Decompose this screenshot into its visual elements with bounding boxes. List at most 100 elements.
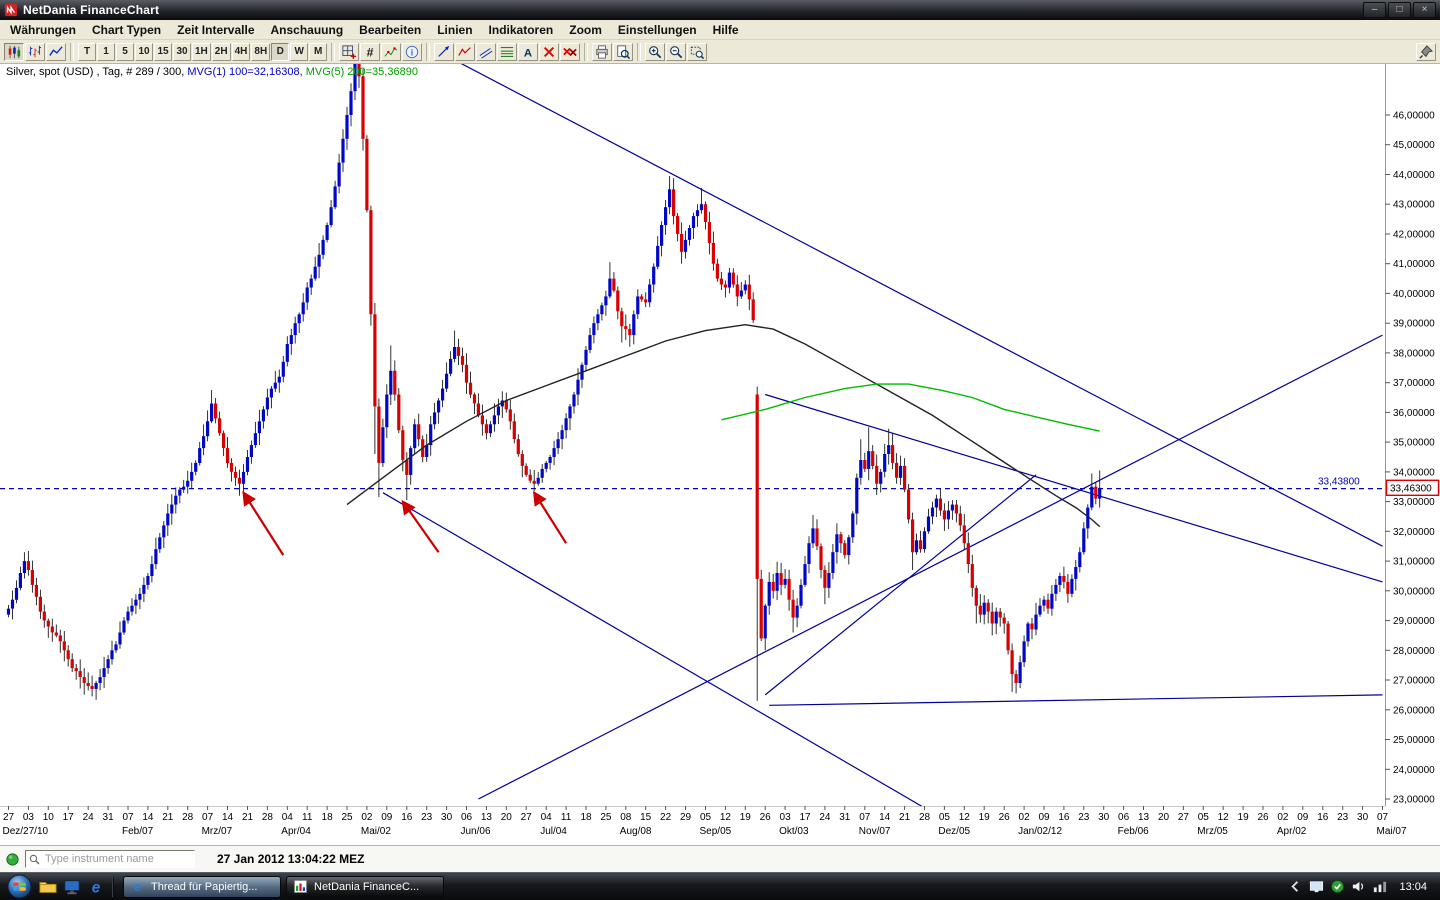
text-note-icon[interactable]: A [518, 42, 539, 61]
print-preview-icon[interactable] [613, 42, 634, 61]
info-icon[interactable]: i [402, 42, 423, 61]
zoom-selection-icon[interactable] [687, 42, 708, 61]
svg-text:05: 05 [700, 812, 712, 823]
svg-text:Apr/04: Apr/04 [281, 826, 311, 837]
interval-8h-button[interactable]: 8H [251, 42, 271, 61]
svg-text:07: 07 [859, 812, 871, 823]
svg-text:09: 09 [381, 812, 393, 823]
menu-item-zoom[interactable]: Zoom [569, 22, 602, 37]
svg-text:30: 30 [1357, 812, 1369, 823]
hidden-icons-chevron[interactable] [1288, 879, 1303, 894]
maximize-button[interactable]: □ [1388, 2, 1411, 18]
svg-text:28: 28 [262, 812, 274, 823]
interval-w-button[interactable]: W [290, 42, 309, 61]
svg-text:41,00000: 41,00000 [1393, 259, 1435, 270]
svg-text:22: 22 [660, 812, 672, 823]
task-button-thread-für-papiertig-[interactable]: e Thread für Papiertig... [123, 875, 281, 898]
menu-item-einstellungen[interactable]: Einstellungen [617, 22, 697, 37]
chart-area[interactable]: Silver, spot (USD) , Tag, # 289 / 300, M… [0, 64, 1440, 845]
svg-text:Mai/02: Mai/02 [361, 826, 391, 837]
fibonacci-icon[interactable] [497, 42, 518, 61]
ohlc-chart-icon[interactable] [25, 42, 45, 61]
app-logo-icon [4, 3, 18, 17]
menu-item-indikatoren[interactable]: Indikatoren [488, 22, 554, 37]
display-tray-icon[interactable] [1309, 879, 1324, 894]
delete-all-icon[interactable] [560, 42, 581, 61]
trendline-icon[interactable] [434, 42, 455, 61]
interval-2h-button[interactable]: 2H [211, 42, 231, 61]
svg-text:27: 27 [521, 812, 533, 823]
svg-text:28: 28 [182, 812, 194, 823]
svg-text:#: # [367, 45, 374, 59]
svg-text:24: 24 [819, 812, 831, 823]
interval-10-button[interactable]: 10 [135, 42, 153, 61]
ma200-line [721, 383, 1100, 432]
network-icon[interactable] [1372, 879, 1387, 894]
interval-4h-button[interactable]: 4H [231, 42, 251, 61]
svg-text:21: 21 [899, 812, 911, 823]
display-icon[interactable] [61, 876, 83, 898]
y-axis: 46,00000 45,00000 44,00000 43,00000 42,00000… [1385, 111, 1435, 806]
interval-15-button[interactable]: 15 [154, 42, 172, 61]
interval-1h-button[interactable]: 1H [192, 42, 211, 61]
svg-text:28: 28 [919, 812, 931, 823]
svg-text:11: 11 [302, 812, 313, 823]
grid-icon[interactable] [339, 42, 360, 61]
print-icon[interactable] [592, 42, 613, 61]
hash-icon[interactable]: # [360, 42, 381, 61]
svg-text:17: 17 [63, 812, 75, 823]
line-chart-icon[interactable] [46, 42, 66, 61]
task-button-label: Thread für Papiertig... [151, 880, 258, 893]
toolbar-separator [584, 42, 589, 61]
svg-text:12: 12 [720, 812, 732, 823]
ie-icon[interactable]: e [85, 876, 107, 898]
svg-text:05: 05 [939, 812, 951, 823]
interval-d-button[interactable]: D [271, 42, 290, 61]
instrument-search-box[interactable] [25, 850, 195, 868]
menu-item-chart-typen[interactable]: Chart Typen [92, 22, 162, 37]
menu-item-bearbeiten[interactable]: Bearbeiten [359, 22, 422, 37]
task-button-netdania-financec-[interactable]: NetDania FinanceC... [286, 875, 444, 898]
zoom-in-icon[interactable] [645, 42, 666, 61]
interval-30-button[interactable]: 30 [173, 42, 191, 61]
svg-text:Jun/06: Jun/06 [461, 826, 491, 837]
svg-text:36,00000: 36,00000 [1393, 408, 1435, 419]
svg-text:16: 16 [1058, 812, 1070, 823]
svg-text:26,00000: 26,00000 [1393, 705, 1435, 716]
close-button[interactable]: × [1413, 2, 1436, 18]
svg-text:14: 14 [879, 812, 891, 823]
instrument-search-input[interactable] [43, 852, 191, 866]
menu-item-zeit-intervalle[interactable]: Zeit Intervalle [177, 22, 255, 37]
zoom-out-icon[interactable] [666, 42, 687, 61]
menu-item-linien[interactable]: Linien [437, 22, 473, 37]
channel-icon[interactable] [476, 42, 497, 61]
svg-text:04: 04 [282, 812, 294, 823]
svg-text:27: 27 [3, 812, 15, 823]
interval-5-button[interactable]: 5 [116, 42, 134, 61]
interval-1-button[interactable]: 1 [97, 42, 115, 61]
delete-line-icon[interactable] [539, 42, 560, 61]
svg-text:Mrz/05: Mrz/05 [1197, 826, 1228, 837]
svg-text:35,00000: 35,00000 [1393, 438, 1435, 449]
taskbar-clock: 13:04 [1399, 880, 1427, 893]
interval-t-button[interactable]: T [78, 42, 96, 61]
connection-status-icon [5, 852, 20, 867]
polyline-icon[interactable] [455, 42, 476, 61]
shield-tray-icon[interactable] [1330, 879, 1345, 894]
start-button[interactable] [7, 874, 32, 899]
menu-item-hilfe[interactable]: Hilfe [712, 22, 739, 37]
task-button-label: NetDania FinanceC... [314, 880, 420, 893]
indicator-icon[interactable] [381, 42, 402, 61]
pin-icon[interactable] [1416, 42, 1436, 61]
menu-item-währungen[interactable]: Währungen [10, 22, 76, 37]
price-chart[interactable]: 33,43800 46,00000 45,00000 44,00000 43,00000… [0, 64, 1440, 845]
volume-icon[interactable] [1351, 879, 1366, 894]
folder-icon[interactable] [37, 876, 59, 898]
svg-text:11: 11 [561, 812, 572, 823]
interval-m-button[interactable]: M [309, 42, 328, 61]
toolbar-separator [426, 42, 431, 61]
candlestick-chart-icon[interactable] [4, 42, 24, 61]
minimize-button[interactable]: – [1363, 2, 1386, 18]
svg-text:07: 07 [202, 812, 214, 823]
menu-item-anschauung[interactable]: Anschauung [270, 22, 344, 37]
